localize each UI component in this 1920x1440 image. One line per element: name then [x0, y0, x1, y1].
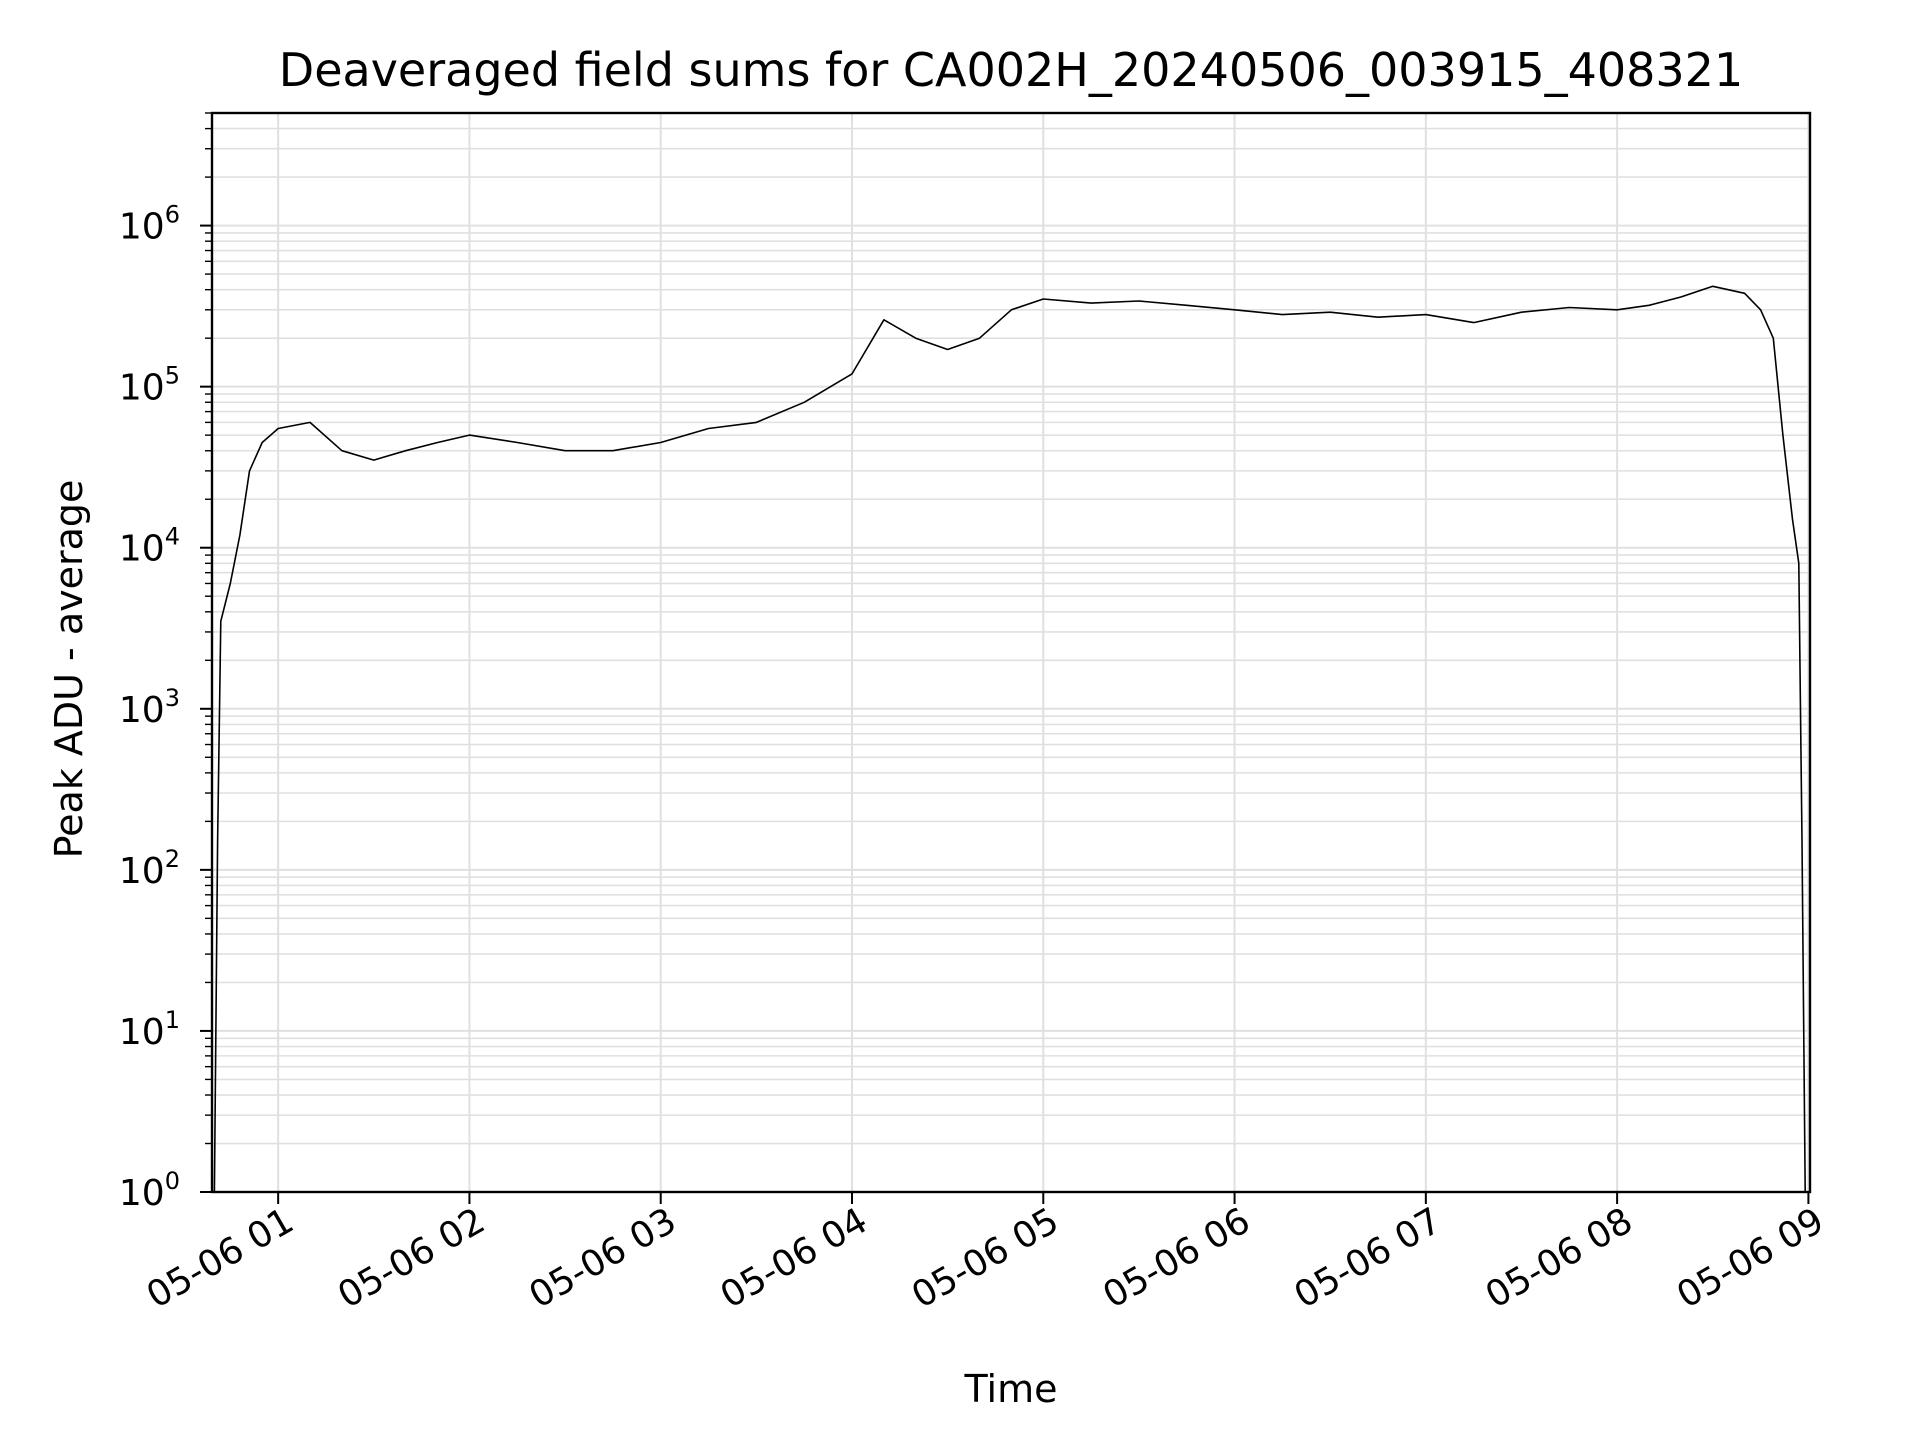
series-line	[213, 285, 1809, 1193]
y-tick-label: 106	[119, 201, 180, 248]
y-tick-label: 105	[119, 362, 180, 409]
plot-frame	[210, 111, 1812, 1194]
x-tick-label: 05-06 07	[1288, 1200, 1449, 1316]
x-axis-title: Time	[964, 1367, 1058, 1411]
y-tick-label: 101	[119, 1006, 180, 1053]
y-tick-label: 103	[119, 684, 180, 731]
x-tick-label: 05-06 03	[523, 1200, 684, 1316]
y-axis-title: Peak ADU - average	[47, 480, 91, 859]
axis-ticks: 100 101 102 103 104 105 106 05-06 01 05-06 02 05-…	[119, 112, 1831, 1317]
x-tick-label: 05-06 02	[331, 1200, 492, 1316]
y-tick-label: 102	[119, 845, 180, 892]
data-area	[213, 285, 1809, 1193]
x-tick-label: 05-06 06	[1096, 1200, 1257, 1316]
x-tick-label: 05-06 04	[714, 1200, 875, 1316]
x-tick-label: 05-06 08	[1479, 1200, 1640, 1316]
y-tick-label: 104	[119, 523, 180, 570]
x-tick-label: 05-06 05	[905, 1200, 1066, 1316]
y-tick-label: 100	[119, 1167, 180, 1214]
grid-lines	[212, 112, 1810, 1193]
x-tick-label: 05-06 01	[140, 1200, 301, 1316]
x-tick-label: 05-06 09	[1670, 1200, 1831, 1316]
chart-title: Deaveraged field sums for CA002H_2024050…	[279, 43, 1743, 97]
